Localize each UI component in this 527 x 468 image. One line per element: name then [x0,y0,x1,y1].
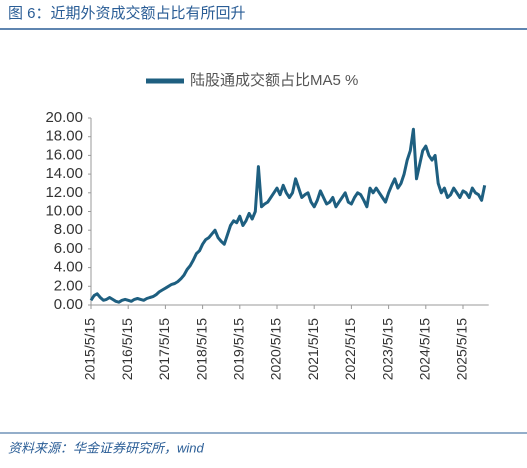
y-tick-label: 8.00 [54,221,83,238]
y-tick-label: 6.00 [54,240,83,257]
y-tick-label: 16.00 [45,146,83,163]
y-tick-label: 18.00 [45,128,83,145]
x-tick-label: 2024/5/15 [417,318,433,380]
figure-title: 图 6：近期外资成交额占比有所回升 [8,4,246,22]
legend-label: 陆股通成交额占比MA5 % [190,71,358,89]
y-tick-label: 20.00 [45,109,83,126]
y-tick-label: 4.00 [54,259,83,276]
data-line [89,127,487,304]
x-tick-label: 2019/5/15 [231,318,247,380]
y-tick-label: 0.00 [54,296,83,313]
y-tick-label: 12.00 [45,184,83,201]
y-tick-label: 10.00 [45,202,83,219]
x-tick-label: 2017/5/15 [156,318,172,380]
y-tick-label: 2.00 [54,277,83,294]
x-tick-label: 2025/5/15 [454,318,470,380]
x-tick-label: 2018/5/15 [193,318,209,380]
source-note: 资料来源：华金证券研究所，wind [8,440,205,455]
x-tick-label: 2016/5/15 [119,318,135,380]
x-tick-label: 2015/5/15 [82,318,98,380]
x-tick-label: 2023/5/15 [379,318,395,380]
y-tick-label: 14.00 [45,165,83,182]
x-tick-label: 2021/5/15 [305,318,321,380]
x-tick-label: 2020/5/15 [268,318,284,380]
x-tick-label: 2022/5/15 [342,318,358,380]
